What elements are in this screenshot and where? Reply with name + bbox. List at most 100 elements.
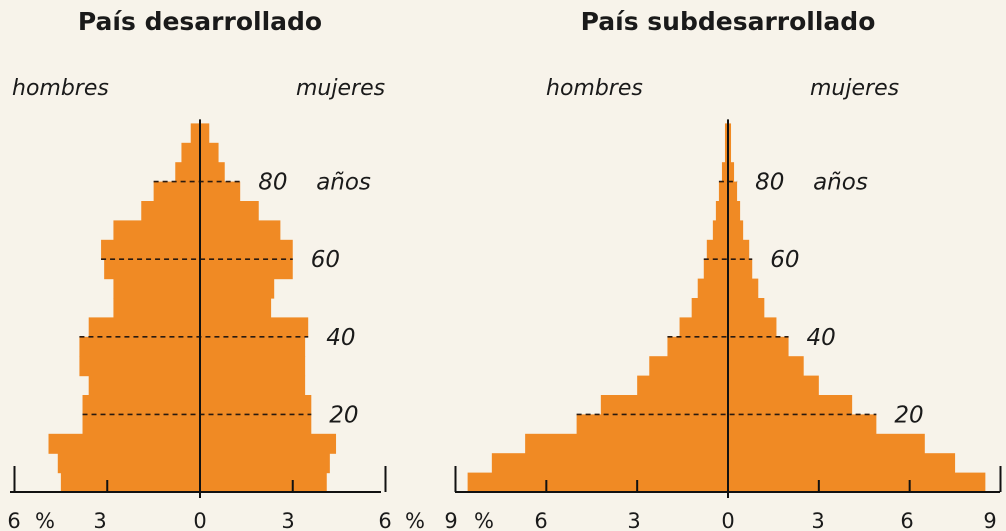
bar-hombres-0-4: [60, 472, 200, 493]
age-unit-label: años: [813, 170, 868, 196]
x-tick-label: %: [474, 509, 494, 531]
bar-mujeres-85-89: [728, 142, 732, 163]
bar-hombres-75-79: [153, 181, 200, 202]
bar-hombres-20-24: [82, 395, 200, 415]
bar-mujeres-75-79: [200, 181, 241, 202]
bar-mujeres-30-34: [728, 356, 804, 377]
bar-hombres-75-79: [718, 181, 728, 202]
label-hombres: hombres: [12, 76, 109, 101]
bar-hombres-85-89: [181, 142, 200, 163]
bar-hombres-10-14: [48, 433, 201, 454]
bar-hombres-5-9: [57, 453, 201, 474]
bar-hombres-50-54: [697, 278, 728, 299]
bar-mujeres-70-74: [728, 201, 741, 221]
bar-hombres-35-39: [667, 336, 728, 357]
x-tick-label: 9: [983, 509, 996, 531]
x-tick-label: 0: [193, 509, 206, 531]
bar-hombres-35-39: [79, 336, 200, 357]
bar-mujeres-90+: [728, 123, 732, 144]
x-tick-label: 3: [281, 509, 294, 531]
age-label-60: 60: [770, 247, 799, 273]
age-label-40: 40: [326, 325, 355, 351]
pyramid-chart-1: [10, 119, 387, 498]
bar-hombres-70-74: [141, 201, 200, 221]
bar-hombres-25-29: [88, 375, 200, 396]
bar-mujeres-75-79: [728, 181, 738, 202]
bar-mujeres-45-49: [728, 298, 765, 318]
bar-mujeres-65-69: [200, 220, 281, 241]
bar-hombres-15-19: [576, 414, 728, 435]
pyramid-chart-2: [454, 119, 1002, 498]
label-mujeres: mujeres: [810, 76, 899, 101]
x-tick-label: 9: [444, 509, 457, 531]
bar-mujeres-80-84: [728, 162, 735, 183]
bar-hombres-30-34: [79, 356, 200, 377]
bar-mujeres-65-69: [728, 220, 744, 241]
bar-mujeres-45-49: [200, 298, 272, 318]
bar-mujeres-5-9: [728, 453, 956, 474]
bar-mujeres-5-9: [200, 453, 330, 474]
bar-hombres-85-89: [724, 142, 728, 163]
chart-title: País desarrollado: [78, 7, 322, 36]
x-tick-label: 6: [378, 509, 391, 531]
bar-mujeres-60-64: [728, 239, 750, 260]
bar-hombres-90+: [190, 123, 200, 144]
label-mujeres: mujeres: [296, 76, 385, 101]
bar-hombres-10-14: [525, 433, 728, 454]
x-tick-label: 6: [900, 509, 913, 531]
bar-hombres-80-84: [175, 162, 200, 183]
bar-hombres-30-34: [649, 356, 728, 377]
bar-hombres-15-19: [82, 414, 200, 435]
age-unit-label: años: [316, 170, 371, 196]
bar-mujeres-15-19: [728, 414, 877, 435]
chart-title: País subdesarrollado: [581, 7, 876, 36]
age-label-80: 80: [258, 170, 287, 196]
bar-mujeres-80-84: [200, 162, 225, 183]
bar-hombres-25-29: [637, 375, 728, 396]
bar-hombres-55-59: [703, 259, 728, 280]
bar-mujeres-40-44: [728, 317, 777, 338]
bar-mujeres-50-54: [200, 278, 275, 299]
bar-hombres-50-54: [113, 278, 200, 299]
bar-hombres-0-4: [467, 472, 728, 493]
bar-hombres-45-49: [691, 298, 728, 318]
bar-mujeres-60-64: [200, 239, 293, 260]
x-tick-label: 3: [93, 509, 106, 531]
bar-mujeres-85-89: [200, 142, 219, 163]
bar-mujeres-0-4: [200, 472, 327, 493]
bar-hombres-20-24: [600, 395, 728, 415]
bar-hombres-60-64: [706, 239, 728, 260]
bar-hombres-60-64: [101, 239, 200, 260]
bar-hombres-40-44: [679, 317, 728, 338]
bar-mujeres-10-14: [200, 433, 337, 454]
bar-mujeres-20-24: [200, 395, 312, 415]
bar-mujeres-55-59: [200, 259, 293, 280]
x-tick-label: 3: [811, 509, 824, 531]
bar-hombres-5-9: [491, 453, 728, 474]
age-label-20: 20: [329, 402, 358, 428]
x-tick-label: 6: [7, 509, 20, 531]
age-label-80: 80: [755, 170, 784, 196]
x-tick-label: 0: [721, 509, 734, 531]
age-label-40: 40: [807, 325, 836, 351]
age-label-60: 60: [311, 247, 340, 273]
bar-hombres-65-69: [712, 220, 728, 241]
bar-mujeres-55-59: [728, 259, 753, 280]
bar-mujeres-25-29: [200, 375, 306, 396]
bar-mujeres-30-34: [200, 356, 306, 377]
bar-mujeres-0-4: [728, 472, 986, 493]
age-label-20: 20: [894, 402, 923, 428]
bar-mujeres-35-39: [728, 336, 789, 357]
x-tick-label: 3: [627, 509, 640, 531]
bar-hombres-90+: [724, 123, 728, 144]
bar-mujeres-70-74: [200, 201, 259, 221]
bar-hombres-80-84: [721, 162, 728, 183]
bar-hombres-70-74: [715, 201, 728, 221]
bar-hombres-40-44: [88, 317, 200, 338]
bar-mujeres-35-39: [200, 336, 306, 357]
x-tick-label: %: [405, 509, 425, 531]
bar-hombres-55-59: [104, 259, 200, 280]
bar-hombres-45-49: [113, 298, 200, 318]
